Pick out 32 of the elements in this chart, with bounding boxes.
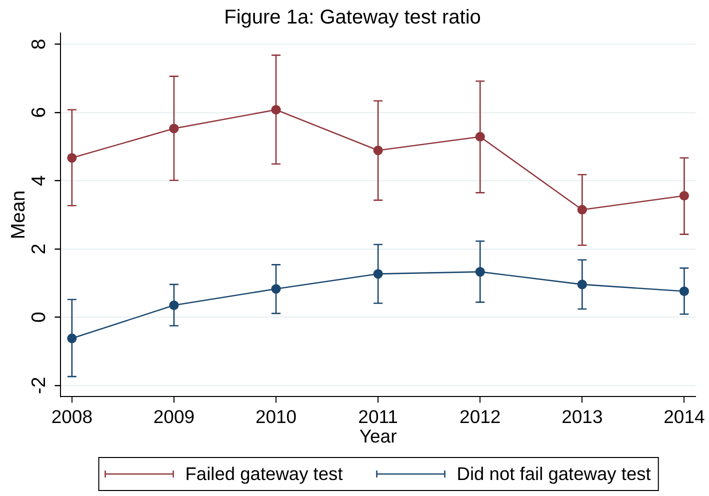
y-axis-title: Mean xyxy=(7,190,30,240)
x-axis-title: Year xyxy=(359,426,397,447)
point xyxy=(271,104,281,115)
point xyxy=(169,300,179,310)
x-tick-label: 2013 xyxy=(562,406,603,427)
point xyxy=(373,269,383,279)
point xyxy=(373,146,383,156)
point xyxy=(67,153,77,163)
x-tick-label: 2008 xyxy=(51,406,93,427)
point xyxy=(679,286,690,296)
y-tick-label: 8 xyxy=(28,38,50,50)
legend-label: Failed gateway test xyxy=(185,463,343,484)
point xyxy=(475,132,485,142)
x-tick-label: 2012 xyxy=(460,406,501,427)
point xyxy=(577,204,587,215)
point xyxy=(271,284,281,294)
y-tick-label: 0 xyxy=(28,312,50,323)
x-tick-label: 2014 xyxy=(664,406,705,427)
legend-label: Did not fail gateway test xyxy=(456,463,651,484)
point xyxy=(679,190,690,201)
chart-title: Figure 1a: Gateway test ratio xyxy=(224,6,481,29)
y-tick-label: 4 xyxy=(28,175,50,186)
x-tick-label: 2010 xyxy=(255,406,297,427)
point xyxy=(577,280,587,290)
point xyxy=(67,334,77,344)
point xyxy=(475,267,485,277)
y-tick-label: -2 xyxy=(28,376,50,394)
point xyxy=(169,124,179,134)
y-tick-label: 6 xyxy=(28,107,50,118)
x-tick-label: 2011 xyxy=(358,406,398,427)
x-tick-label: 2009 xyxy=(153,406,195,427)
y-tick-label: 2 xyxy=(28,244,50,254)
